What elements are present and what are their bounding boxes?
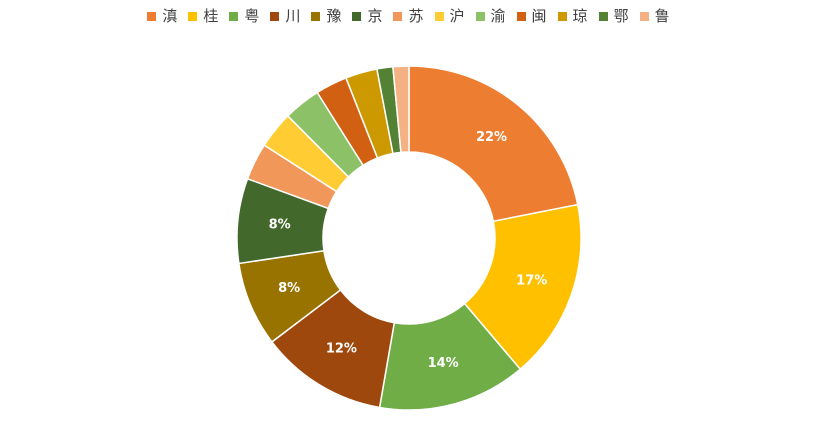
chart-legend: 滇桂粤川豫京苏沪渝闽琼鄂鲁 — [0, 4, 817, 28]
legend-label: 滇 — [162, 6, 178, 25]
legend-label: 苏 — [408, 6, 424, 25]
legend-item: 豫 — [311, 6, 342, 25]
legend-item: 川 — [270, 6, 301, 25]
legend-item: 滇 — [147, 6, 178, 25]
legend-label: 粤 — [244, 6, 260, 25]
legend-item: 鄂 — [598, 6, 629, 25]
legend-swatch — [229, 11, 239, 21]
legend-swatch — [393, 11, 403, 21]
donut-slice — [392, 65, 410, 154]
slice-data-label: 14% — [428, 356, 459, 371]
legend-swatch — [639, 11, 649, 21]
legend-item: 粤 — [229, 6, 260, 25]
legend-label: 沪 — [449, 6, 465, 25]
legend-label: 川 — [285, 6, 301, 25]
legend-swatch — [188, 11, 198, 21]
slice-data-label: 8% — [278, 281, 300, 296]
legend-swatch — [598, 11, 608, 21]
legend-label: 豫 — [326, 6, 342, 25]
legend-swatch — [475, 11, 485, 21]
legend-swatch — [147, 11, 157, 21]
legend-label: 闽 — [531, 6, 547, 25]
legend-label: 渝 — [490, 6, 506, 25]
legend-item: 京 — [352, 6, 383, 25]
legend-item: 苏 — [393, 6, 424, 25]
legend-item: 渝 — [475, 6, 506, 25]
legend-swatch — [352, 11, 362, 21]
legend-swatch — [516, 11, 526, 21]
donut-slice — [408, 65, 579, 223]
legend-item: 桂 — [188, 6, 219, 25]
slice-data-label: 22% — [476, 130, 507, 145]
slice-data-label: 12% — [326, 342, 357, 357]
legend-label: 鄂 — [613, 6, 629, 25]
donut-slice — [463, 203, 582, 371]
legend-item: 沪 — [434, 6, 465, 25]
legend-item: 鲁 — [639, 6, 670, 25]
legend-label: 京 — [367, 6, 383, 25]
slice-data-label: 17% — [516, 273, 547, 288]
slice-data-label: 8% — [269, 217, 291, 232]
legend-item: 琼 — [557, 6, 588, 25]
legend-swatch — [434, 11, 444, 21]
legend-swatch — [311, 11, 321, 21]
legend-label: 琼 — [572, 6, 588, 25]
legend-label: 桂 — [203, 6, 219, 25]
legend-label: 鲁 — [654, 6, 670, 25]
legend-swatch — [270, 11, 280, 21]
legend-swatch — [557, 11, 567, 21]
legend-item: 闽 — [516, 6, 547, 25]
